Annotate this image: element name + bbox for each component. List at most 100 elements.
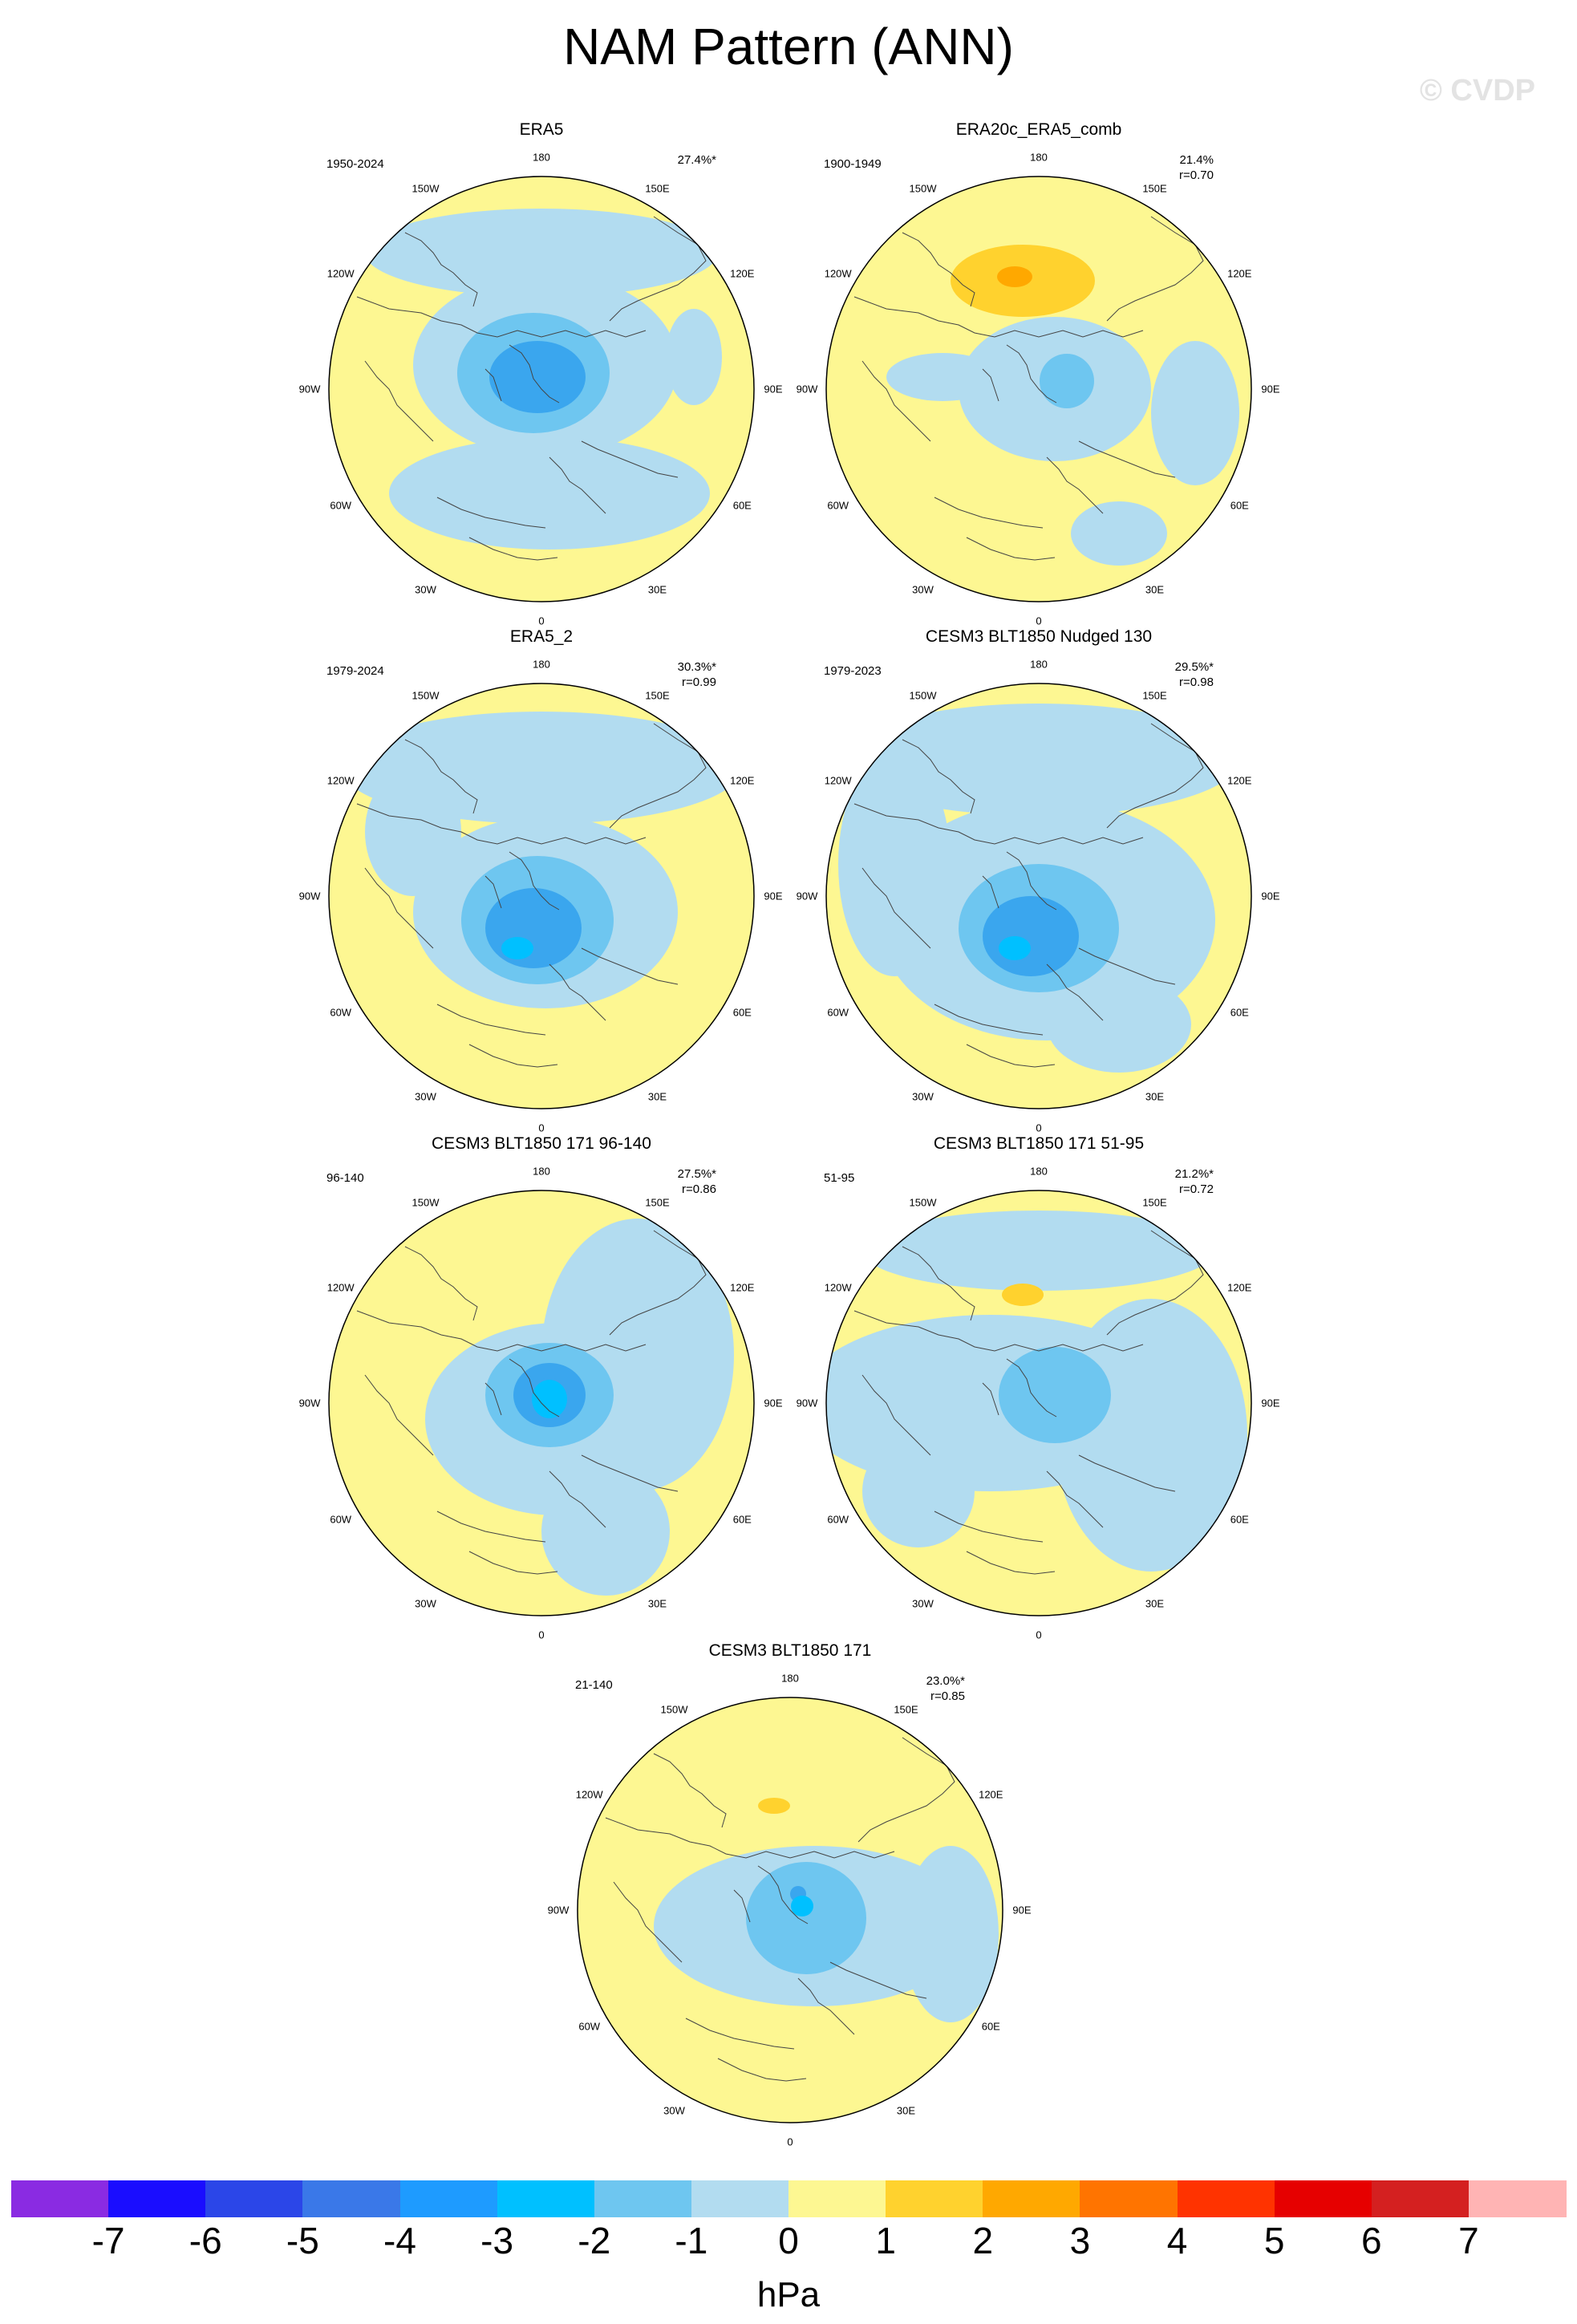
longitude-label: 30W	[415, 583, 436, 596]
coastline	[364, 867, 434, 949]
longitude-label: 120E	[730, 267, 755, 279]
longitude-label: 0	[538, 1628, 545, 1641]
longitude-label: 30E	[647, 1090, 667, 1103]
longitude-label: 180	[533, 658, 550, 671]
longitude-label: 90E	[764, 890, 783, 902]
map-boundary	[328, 176, 755, 602]
coastline	[404, 1246, 478, 1321]
longitude-label: 90E	[1261, 1397, 1280, 1409]
panel-period: 1950-2024	[326, 157, 384, 171]
polar-map	[328, 1190, 755, 1616]
coastline	[404, 232, 478, 307]
longitude-label: 180	[1030, 151, 1048, 164]
map-boundary	[328, 683, 755, 1109]
panel-period: 1900-1949	[824, 157, 882, 171]
longitude-label: 30E	[1145, 1090, 1165, 1103]
longitude-label: 90W	[796, 383, 818, 395]
colorbar-tick-label: 5	[1263, 2220, 1285, 2261]
negative-anomaly-region	[746, 1862, 866, 1974]
colorbar-tick-label: 7	[1458, 2220, 1479, 2261]
coastline	[1046, 1470, 1104, 1528]
coastline	[1046, 456, 1104, 514]
longitude-label: 150E	[1142, 1196, 1167, 1209]
coastline	[902, 232, 975, 307]
coastline	[436, 1511, 546, 1543]
negative-anomaly-region	[666, 309, 722, 405]
map-panel: ERA20c_ERA5_comb 1900-1949 21.4% r=0.70 180 1…	[796, 120, 1280, 627]
pattern-correlation: r=0.98	[1179, 675, 1214, 689]
longitude-label: 30E	[1145, 1597, 1165, 1610]
polar-map	[328, 176, 755, 602]
colorbar-units: hPa	[756, 2275, 821, 2314]
coastline	[404, 739, 478, 814]
longitude-label: 60E	[981, 2020, 1000, 2032]
coastline	[934, 1511, 1044, 1543]
coastline	[966, 1551, 1056, 1575]
negative-anomaly-region	[999, 936, 1031, 960]
longitude-label: 180	[781, 1672, 799, 1685]
coastline	[733, 1889, 751, 1923]
coastline	[902, 1246, 975, 1321]
map-boundary	[577, 1697, 1003, 2123]
coastline	[653, 1753, 727, 1828]
longitude-label: 120E	[979, 1788, 1003, 1800]
panel-period: 1979-2024	[326, 664, 384, 678]
longitude-label: 0	[1036, 1121, 1042, 1134]
coastline	[509, 851, 560, 911]
panel-title: ERA20c_ERA5_comb	[955, 120, 1122, 139]
panel-stats: 21.2%* r=0.72	[1175, 1166, 1214, 1197]
longitude-label: 150W	[909, 1196, 937, 1209]
negative-anomaly-region	[999, 1347, 1111, 1443]
colorbar-tick-label: -6	[189, 2220, 222, 2261]
longitude-label: 0	[538, 614, 545, 627]
negative-anomaly-region	[838, 704, 1239, 816]
coastline	[484, 368, 502, 402]
negative-anomaly-region	[1071, 501, 1167, 566]
coastline	[581, 440, 679, 478]
panel-title: ERA5_2	[509, 627, 574, 646]
longitude-label: 90W	[298, 383, 321, 395]
coastline	[853, 803, 1144, 845]
longitude-label: 90E	[1261, 383, 1280, 395]
longitude-label: 120E	[1227, 1281, 1252, 1293]
longitude-label: 120W	[824, 1281, 852, 1293]
negative-anomaly-region	[1055, 1299, 1247, 1572]
colorbar-tick-label: -1	[675, 2220, 708, 2261]
colorbar-tick-label: -2	[578, 2220, 611, 2261]
colorbar-swatch	[691, 2180, 789, 2217]
coastline	[356, 296, 647, 338]
longitude-label: 120W	[326, 1281, 355, 1293]
longitude-label: 60E	[732, 1006, 752, 1018]
variance-explained: 27.4%*	[677, 153, 716, 167]
longitude-label: 120W	[575, 1788, 603, 1800]
coastline	[605, 1817, 895, 1859]
watermark: © CVDP	[1419, 74, 1535, 107]
variance-explained: 21.4%	[1179, 153, 1214, 167]
negative-anomaly-region	[1040, 354, 1094, 408]
colorbar-tick-label: 2	[972, 2220, 994, 2261]
longitude-label: 150W	[909, 689, 937, 702]
panel-stats: 23.0%* r=0.85	[926, 1673, 965, 1704]
negative-anomaly-region	[389, 437, 710, 550]
coastline	[484, 875, 502, 909]
colorbar-swatch	[1274, 2180, 1372, 2217]
longitude-label: 180	[1030, 658, 1048, 671]
longitude-label: 120W	[326, 774, 355, 786]
longitude-label: 120W	[326, 267, 355, 279]
coastline	[609, 1230, 707, 1336]
coastline	[982, 1382, 999, 1416]
longitude-label: 90E	[1261, 890, 1280, 902]
colorbar-tick-label: -4	[383, 2220, 416, 2261]
longitude-label: 0	[1036, 614, 1042, 627]
longitude-label: 60W	[330, 1006, 352, 1018]
pattern-correlation: r=0.70	[1179, 168, 1214, 182]
figure-title: NAM Pattern (ANN)	[563, 18, 1014, 75]
coastline	[436, 497, 546, 529]
positive-anomaly-region	[1002, 1284, 1044, 1306]
map-boundary	[825, 683, 1252, 1109]
negative-anomaly-region	[489, 341, 586, 413]
longitude-label: 180	[533, 151, 550, 164]
longitude-label: 60W	[827, 499, 849, 511]
positive-anomaly-region	[758, 1798, 790, 1814]
longitude-label: 30W	[415, 1597, 436, 1610]
